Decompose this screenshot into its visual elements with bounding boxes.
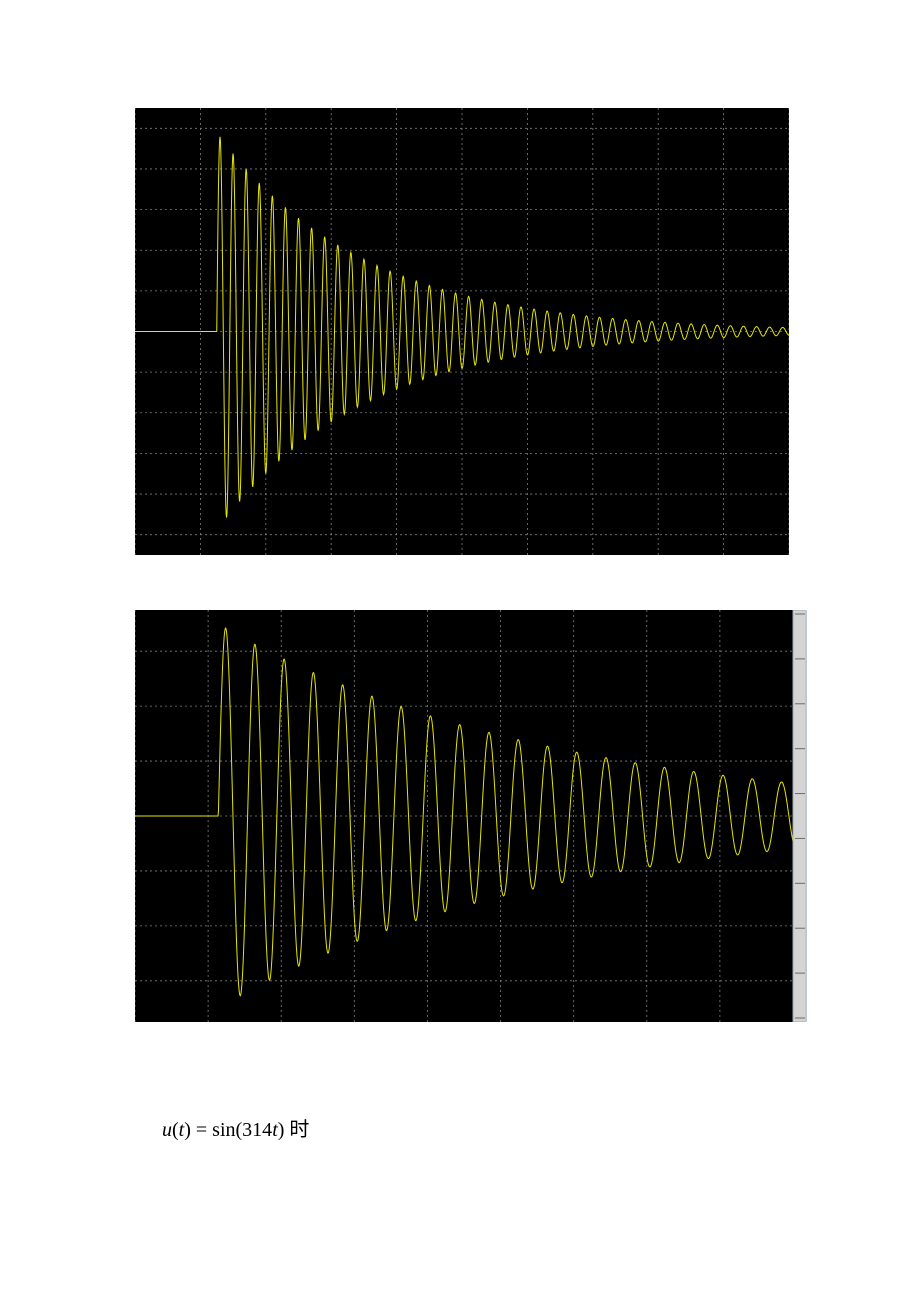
damped-oscillation-chart-2 <box>135 610 807 1022</box>
caption-close: ) <box>184 1119 191 1141</box>
damped-oscillation-chart-1 <box>135 108 789 555</box>
caption-end: ) 时 <box>278 1119 310 1141</box>
caption-open: ( <box>172 1119 179 1141</box>
caption-eq: = sin(314 <box>191 1119 272 1141</box>
caption-u: u <box>162 1119 172 1141</box>
formula-caption: u(t) = sin(314t) 时 <box>162 1113 309 1142</box>
